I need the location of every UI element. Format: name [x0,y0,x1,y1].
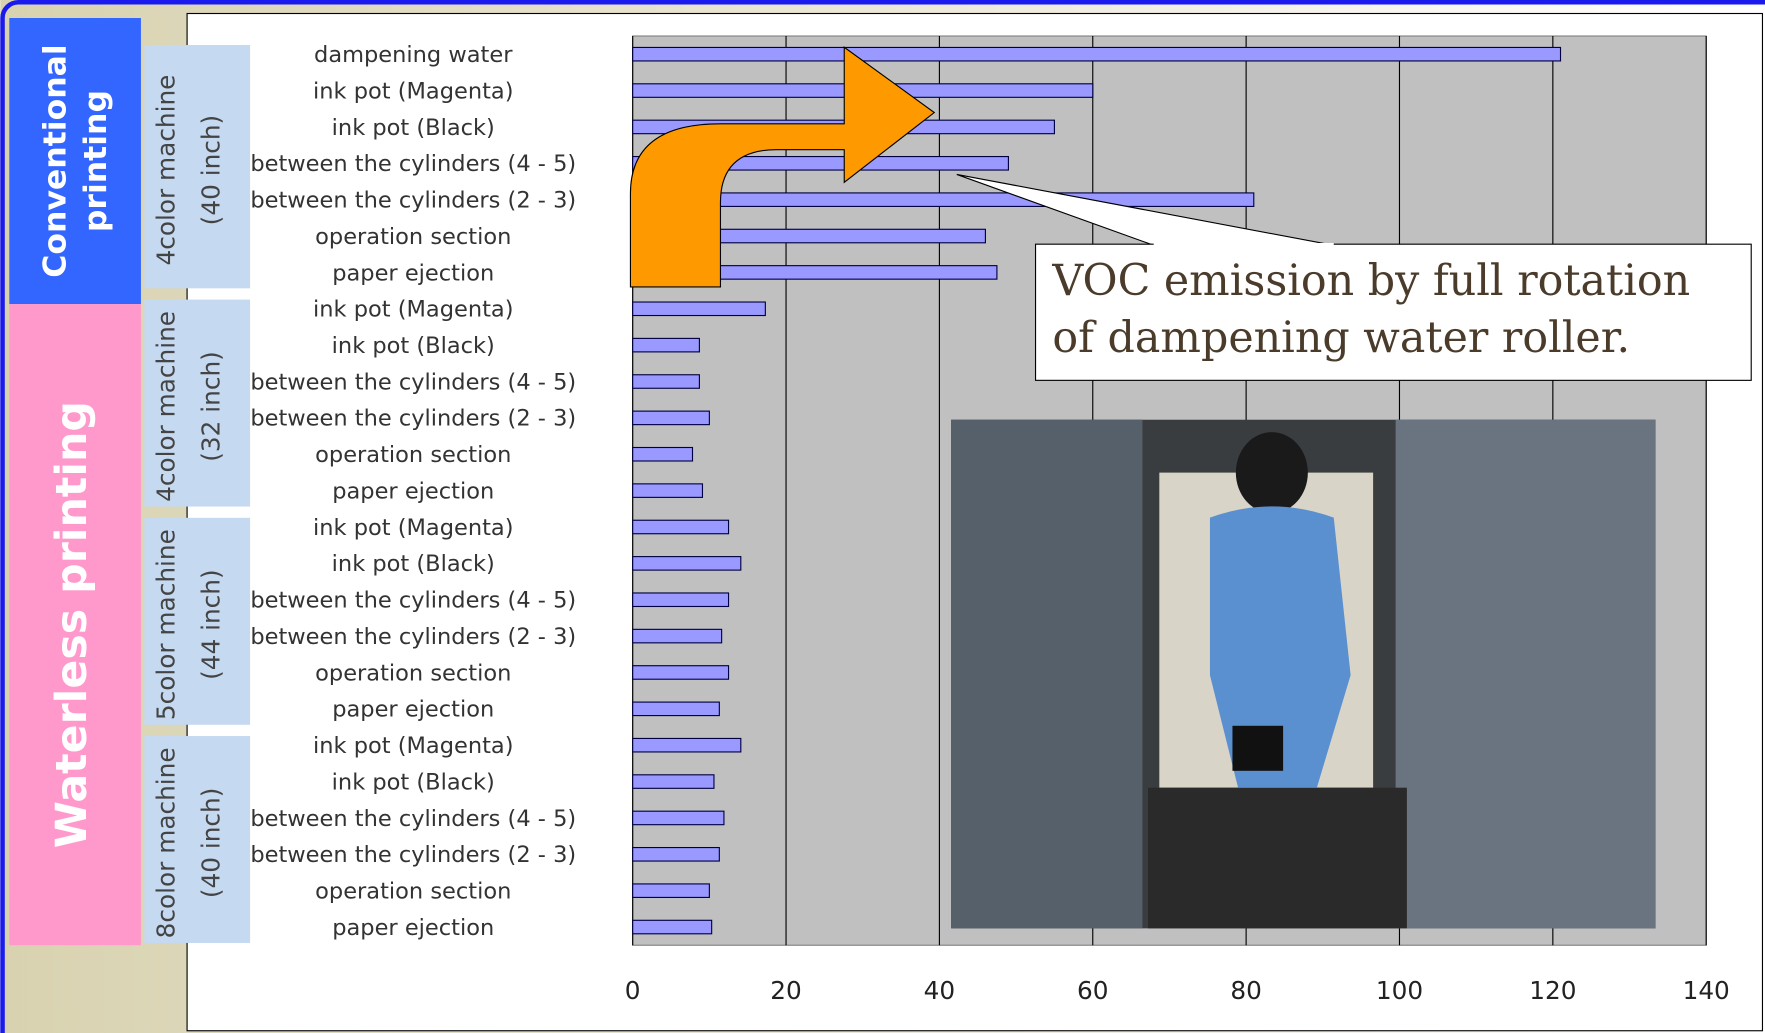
y-tick-label: between the cylinders (2 - 3) [250,406,576,432]
y-tick-label: paper ejection [332,697,494,723]
bar [632,192,1255,207]
group-box [144,736,251,943]
photo [951,419,1656,929]
bar [632,665,730,680]
callout-box [1034,243,1752,381]
group-box [144,45,251,289]
bar [632,628,723,644]
group-label: 4color machine [152,75,181,266]
y-tick-label: between the cylinders (4 - 5) [250,806,576,832]
y-tick-label: paper ejection [332,478,494,504]
section-box [9,18,141,305]
x-tick-label: 20 [770,976,802,1005]
bar [632,774,715,789]
group-label: 5color machine [152,529,181,720]
y-tick-label: operation section [315,442,511,468]
bar [632,737,742,753]
group-label: 4color machine [152,311,181,502]
group-box [144,517,251,725]
annotation: of dampening water roller. [1052,313,1630,363]
group-label: (32 inch) [197,351,226,462]
y-tick-label: ink pot (Magenta) [313,297,513,323]
y-tick-label: ink pot (Magenta) [313,515,513,541]
group-label: (40 inch) [197,788,226,899]
section-label: Conventional [38,44,74,277]
bar [632,883,710,898]
bar [632,410,710,426]
bar [632,374,700,389]
x-tick-label: 0 [625,976,641,1005]
arrow [629,46,936,288]
y-tick-label: ink pot (Black) [332,551,495,577]
y-tick-label: operation section [315,224,511,250]
bar [632,701,720,717]
section-label: printing [78,90,114,232]
bar [632,483,704,498]
y-tick-label: between the cylinders (4 - 5) [250,369,576,395]
x-tick-label: 60 [1077,976,1109,1005]
bar [632,810,725,826]
bar [632,919,713,935]
x-tick-label: 120 [1529,976,1576,1005]
annotation: VOC emission by full rotation [1051,256,1690,306]
y-tick-label: between the cylinders (4 - 5) [250,151,576,177]
y-tick-label: paper ejection [332,260,494,286]
y-tick-label: operation section [315,879,511,905]
x-tick-label: 40 [924,976,956,1005]
bar [632,556,742,571]
group-label: 8color machine [152,747,181,938]
y-tick-label: ink pot (Black) [332,115,495,141]
x-tick-label: 80 [1230,976,1262,1005]
bar [632,446,694,462]
section-label: Waterless printing [47,401,97,848]
y-tick-label: ink pot (Magenta) [313,78,513,104]
bar [632,46,1562,62]
x-tick-label: 100 [1376,976,1423,1005]
x-tick-label: 140 [1683,976,1730,1005]
y-tick-label: between the cylinders (2 - 3) [250,624,576,650]
y-tick-label: between the cylinders (4 - 5) [250,588,576,614]
group-box [144,299,251,507]
group-label: (44 inch) [197,569,226,680]
section-box [9,304,141,946]
y-tick-label: operation section [315,660,511,686]
y-tick-label: ink pot (Black) [332,769,495,795]
bar [632,301,766,317]
y-tick-label: ink pot (Magenta) [313,733,513,759]
bar [632,519,730,535]
y-tick-label: dampening water [314,42,513,68]
y-tick-label: paper ejection [332,915,494,941]
bar [632,846,720,862]
bar [632,592,730,608]
y-tick-label: between the cylinders (2 - 3) [250,842,576,868]
y-tick-label: between the cylinders (2 - 3) [250,188,576,214]
y-tick-label: ink pot (Black) [332,333,495,359]
bar [632,337,700,353]
group-label: (40 inch) [197,115,226,226]
